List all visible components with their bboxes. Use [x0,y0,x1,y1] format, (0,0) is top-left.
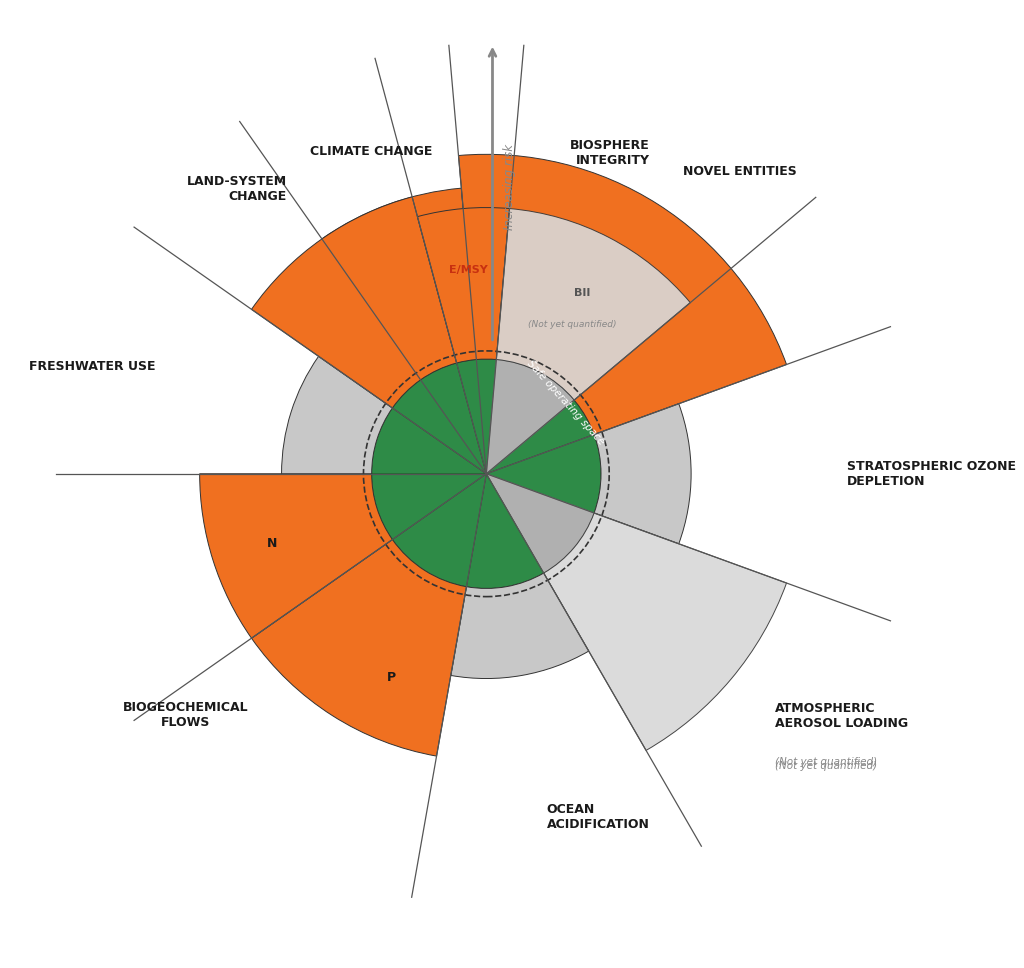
Text: BIOSPHERE
INTEGRITY: BIOSPHERE INTEGRITY [570,138,650,166]
Text: E/MSY: E/MSY [450,265,487,275]
Text: Safe operating space: Safe operating space [525,358,606,447]
Wedge shape [252,197,457,408]
Text: BIOGEOCHEMICAL
FLOWS: BIOGEOCHEMICAL FLOWS [123,701,248,729]
Wedge shape [322,188,476,379]
Wedge shape [466,473,544,589]
Wedge shape [451,573,589,679]
Wedge shape [486,435,601,513]
Wedge shape [544,513,786,750]
Wedge shape [252,539,466,756]
Wedge shape [392,363,486,473]
Wedge shape [421,359,486,473]
Text: (Not yet quantified): (Not yet quantified) [775,757,878,767]
Text: NOVEL ENTITIES: NOVEL ENTITIES [683,165,797,178]
Text: STRATOSPHERIC OZONE
DEPLETION: STRATOSPHERIC OZONE DEPLETION [847,460,1016,488]
Wedge shape [476,359,594,473]
Wedge shape [457,359,497,473]
Wedge shape [594,404,691,544]
Text: FRESHWATER USE: FRESHWATER USE [29,360,156,373]
Wedge shape [418,207,510,363]
Text: CLIMATE CHANGE: CLIMATE CHANGE [310,145,433,158]
Text: (Not yet quantified): (Not yet quantified) [775,761,878,771]
Wedge shape [497,208,690,400]
Text: Increasing risk: Increasing risk [503,144,516,230]
Text: P: P [387,672,395,684]
Wedge shape [282,356,392,473]
Text: N: N [267,537,278,550]
Text: (Not yet quantified): (Not yet quantified) [528,320,616,329]
Text: LAND-SYSTEM
CHANGE: LAND-SYSTEM CHANGE [186,174,287,202]
Wedge shape [372,408,486,473]
Wedge shape [459,154,786,435]
Wedge shape [372,473,486,539]
Wedge shape [486,359,574,473]
Text: OCEAN
ACIDIFICATION: OCEAN ACIDIFICATION [547,802,649,831]
Text: BII: BII [574,287,591,298]
Text: ATMOSPHERIC
AEROSOL LOADING: ATMOSPHERIC AEROSOL LOADING [775,702,908,730]
Wedge shape [486,473,594,573]
Wedge shape [200,473,392,638]
Wedge shape [392,473,486,587]
